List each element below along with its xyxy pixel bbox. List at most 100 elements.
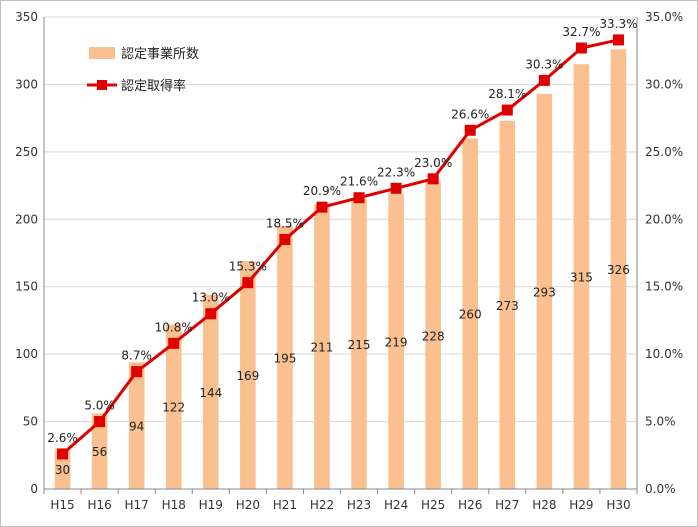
bar-value-label: 260 bbox=[459, 308, 482, 322]
bar-value-label: 144 bbox=[199, 386, 222, 400]
bar bbox=[351, 199, 367, 490]
line-point bbox=[538, 74, 550, 86]
line-point bbox=[279, 234, 291, 246]
x-tick-label: H27 bbox=[495, 498, 519, 512]
y-left-tick-label: 100 bbox=[15, 347, 38, 361]
y-left-tick-label: 50 bbox=[23, 415, 38, 429]
bar bbox=[277, 226, 293, 489]
line-value-label: 26.6% bbox=[451, 107, 489, 121]
bar bbox=[536, 93, 553, 490]
y-left-tick-label: 350 bbox=[15, 10, 38, 24]
x-tick-label: H28 bbox=[532, 498, 556, 512]
x-tick-label: H30 bbox=[606, 498, 630, 512]
line-value-label: 23.0% bbox=[414, 156, 452, 170]
bar-data-labels: 30 56 94 122 144 169 195 211 215 219 228 260 273 293 3… bbox=[55, 263, 630, 477]
bar-value-label: 211 bbox=[311, 341, 334, 355]
bar bbox=[425, 181, 441, 490]
line-value-label: 10.8% bbox=[155, 320, 193, 334]
y-left-tick-label: 200 bbox=[15, 212, 38, 226]
x-tick-label: H22 bbox=[310, 498, 334, 512]
x-tick-label: H21 bbox=[273, 498, 297, 512]
line-value-label: 5.0% bbox=[84, 399, 115, 413]
line-value-label: 32.7% bbox=[562, 25, 600, 39]
gridlines bbox=[44, 16, 637, 423]
y-right-tick-label: 0.0% bbox=[645, 482, 676, 496]
bar bbox=[128, 362, 145, 489]
bar-value-label: 228 bbox=[422, 329, 445, 343]
y-right-tick-label: 30.0% bbox=[645, 77, 683, 91]
x-tick-label: H19 bbox=[199, 498, 223, 512]
bar bbox=[462, 138, 479, 489]
line-point bbox=[612, 34, 624, 46]
legend-label: 認定事業所数 bbox=[121, 46, 199, 62]
y-left-tick-label: 150 bbox=[15, 280, 38, 294]
line-point bbox=[390, 182, 402, 194]
x-tick-label: H23 bbox=[347, 498, 371, 512]
bar-value-label: 195 bbox=[273, 352, 296, 366]
line-value-label: 2.6% bbox=[47, 431, 78, 445]
x-tick-label: H17 bbox=[125, 498, 149, 512]
line-value-label: 22.3% bbox=[377, 165, 415, 179]
bar bbox=[610, 49, 627, 489]
bar-value-label: 293 bbox=[533, 285, 556, 299]
y-left-tick-label: 250 bbox=[15, 145, 38, 159]
line-point bbox=[427, 173, 439, 185]
x-tick-label: H15 bbox=[50, 498, 74, 512]
bar-value-label: 315 bbox=[570, 271, 593, 285]
y-right-tick-label: 5.0% bbox=[645, 415, 676, 429]
legend-label: 認定取得率 bbox=[121, 78, 186, 94]
y-right-tick-label: 35.0% bbox=[645, 10, 683, 24]
line-value-label: 18.5% bbox=[266, 217, 304, 231]
bar-value-label: 122 bbox=[162, 401, 185, 415]
bar bbox=[240, 261, 256, 489]
y-left-tick-label: 300 bbox=[15, 77, 38, 91]
line-point bbox=[575, 42, 587, 54]
bar bbox=[314, 204, 330, 490]
line-point bbox=[316, 201, 328, 213]
line-point bbox=[168, 337, 180, 349]
bar bbox=[388, 193, 404, 490]
line-value-label: 30.3% bbox=[525, 57, 563, 71]
bar-value-label: 56 bbox=[92, 445, 107, 459]
bar-series bbox=[54, 49, 627, 490]
legend-bar-swatch bbox=[89, 47, 115, 59]
line-value-label: 33.3% bbox=[599, 17, 637, 31]
x-tick-label: H16 bbox=[87, 498, 111, 512]
bar-value-label: 273 bbox=[496, 299, 519, 313]
bar bbox=[573, 64, 590, 489]
legend-line-marker bbox=[97, 80, 107, 90]
bar bbox=[202, 294, 219, 489]
line-value-label: 21.6% bbox=[340, 175, 378, 189]
line-value-label: 28.1% bbox=[488, 87, 526, 101]
line-point bbox=[353, 192, 365, 204]
x-tick-label: H26 bbox=[458, 498, 482, 512]
x-tick-label: H25 bbox=[421, 498, 445, 512]
line-point bbox=[464, 124, 476, 136]
line-value-label: 15.3% bbox=[229, 260, 267, 274]
line-series bbox=[57, 34, 624, 460]
bar bbox=[91, 413, 108, 489]
line-value-label: 20.9% bbox=[303, 184, 341, 198]
line-point bbox=[57, 448, 69, 460]
bar-value-label: 94 bbox=[129, 420, 144, 434]
y-right-tick-label: 25.0% bbox=[645, 145, 683, 159]
bar-value-label: 219 bbox=[385, 335, 408, 349]
bar bbox=[499, 120, 516, 489]
y-right-tick-label: 20.0% bbox=[645, 212, 683, 226]
y-left-tick-label: 0 bbox=[30, 482, 38, 496]
bar-value-label: 169 bbox=[236, 369, 259, 383]
bar bbox=[165, 324, 182, 489]
line-point bbox=[94, 416, 106, 428]
axes: 0 0.0% 50 5.0% 100 10.0% 150 15.0% 200 20.0% 250 25… bbox=[15, 10, 683, 512]
x-tick-label: H18 bbox=[162, 498, 186, 512]
line-point bbox=[205, 308, 217, 320]
line-point bbox=[501, 104, 513, 116]
line-value-label: 13.0% bbox=[192, 291, 230, 305]
x-tick-label: H24 bbox=[384, 498, 408, 512]
x-tick-label: H29 bbox=[569, 498, 593, 512]
y-right-tick-label: 10.0% bbox=[645, 347, 683, 361]
line-value-label: 8.7% bbox=[121, 349, 152, 363]
